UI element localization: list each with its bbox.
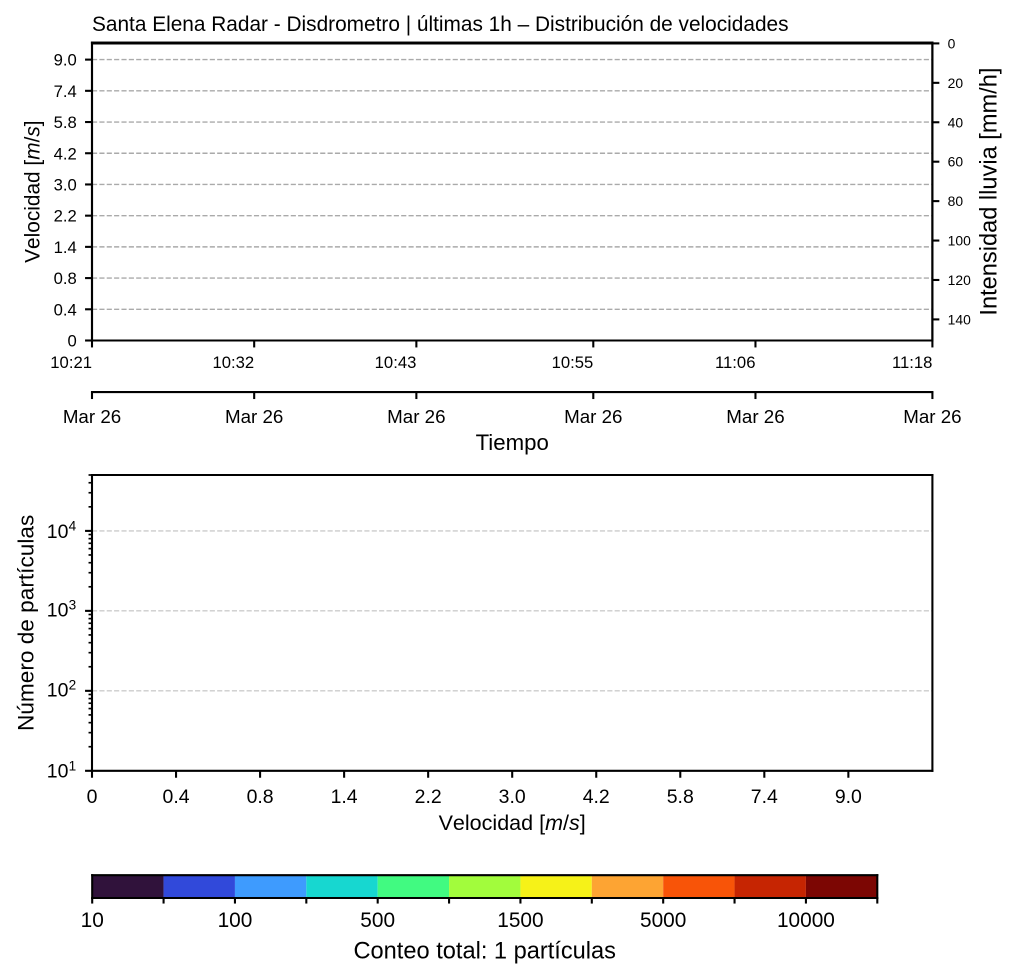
svg-text:5.8: 5.8 [667, 786, 694, 808]
svg-text:2.2: 2.2 [54, 207, 77, 226]
svg-text:5.8: 5.8 [54, 113, 77, 132]
svg-text:2.2: 2.2 [415, 786, 442, 808]
svg-text:500: 500 [360, 909, 395, 932]
svg-text:7.4: 7.4 [751, 786, 778, 808]
svg-text:10: 10 [81, 909, 104, 932]
svg-text:Mar 26: Mar 26 [726, 406, 784, 427]
svg-text:1500: 1500 [497, 909, 543, 932]
svg-text:100: 100 [948, 233, 971, 249]
svg-text:5000: 5000 [640, 909, 686, 932]
svg-text:7.4: 7.4 [54, 82, 77, 101]
svg-text:10:43: 10:43 [375, 353, 417, 372]
svg-text:1.4: 1.4 [331, 786, 358, 808]
svg-text:Conteo total: 1 partículas: Conteo total: 1 partículas [354, 938, 616, 964]
svg-text:Mar 26: Mar 26 [225, 406, 283, 427]
svg-text:11:06: 11:06 [715, 353, 755, 372]
svg-text:V e l o: V e l o c i d a d [ / ] m s [439, 810, 592, 835]
svg-text:1.4: 1.4 [54, 238, 77, 257]
svg-text:Tiempo: Tiempo [476, 430, 549, 455]
svg-text:0: 0 [67, 332, 76, 351]
svg-text:10:32: 10:32 [212, 353, 254, 372]
svg-text:V e l o: V e l o c i d a d [ / ] m s [19, 114, 44, 263]
svg-text:100: 100 [218, 909, 253, 932]
svg-text:10000: 10000 [777, 909, 835, 932]
svg-text:Mar 26: Mar 26 [564, 406, 622, 427]
svg-text:60: 60 [948, 154, 964, 170]
svg-text:Mar 26: Mar 26 [63, 406, 121, 427]
svg-text:140: 140 [948, 311, 971, 327]
svg-text:10:55: 10:55 [552, 353, 594, 372]
svg-text:11:18: 11:18 [892, 353, 932, 372]
svg-text:0: 0 [87, 786, 98, 808]
svg-text:80: 80 [948, 193, 964, 209]
svg-text:1 0 1: 1 0 1 [47, 758, 76, 783]
svg-text:4.2: 4.2 [54, 144, 77, 163]
svg-text:Número de partículas: Número de partículas [14, 515, 39, 731]
svg-text:3.0: 3.0 [499, 786, 526, 808]
svg-text:Mar 26: Mar 26 [903, 406, 961, 427]
svg-text:0.4: 0.4 [54, 300, 77, 319]
svg-text:3.0: 3.0 [54, 175, 77, 194]
svg-text:0: 0 [948, 35, 956, 51]
svg-text:0.4: 0.4 [163, 786, 190, 808]
svg-text:1 0 2: 1 0 2 [47, 677, 76, 702]
svg-text:40: 40 [948, 114, 964, 130]
svg-text:0.8: 0.8 [247, 786, 274, 808]
svg-text:Santa Elena Radar - Disdrometr: Santa Elena Radar - Disdrometro | última… [92, 13, 789, 36]
svg-text:1 0 3: 1 0 3 [47, 597, 76, 622]
svg-text:1 0 4: 1 0 4 [47, 518, 77, 543]
svg-text:Intensidad lluvia [mm/h]: Intensidad lluvia [mm/h] [976, 68, 1002, 316]
svg-text:10:21: 10:21 [50, 353, 92, 372]
svg-text:4.2: 4.2 [583, 786, 610, 808]
svg-text:9.0: 9.0 [54, 51, 77, 70]
svg-text:20: 20 [948, 75, 964, 91]
svg-text:120: 120 [948, 272, 971, 288]
svg-text:Mar 26: Mar 26 [387, 406, 445, 427]
svg-text:9.0: 9.0 [835, 786, 862, 808]
svg-text:0.8: 0.8 [54, 269, 77, 288]
